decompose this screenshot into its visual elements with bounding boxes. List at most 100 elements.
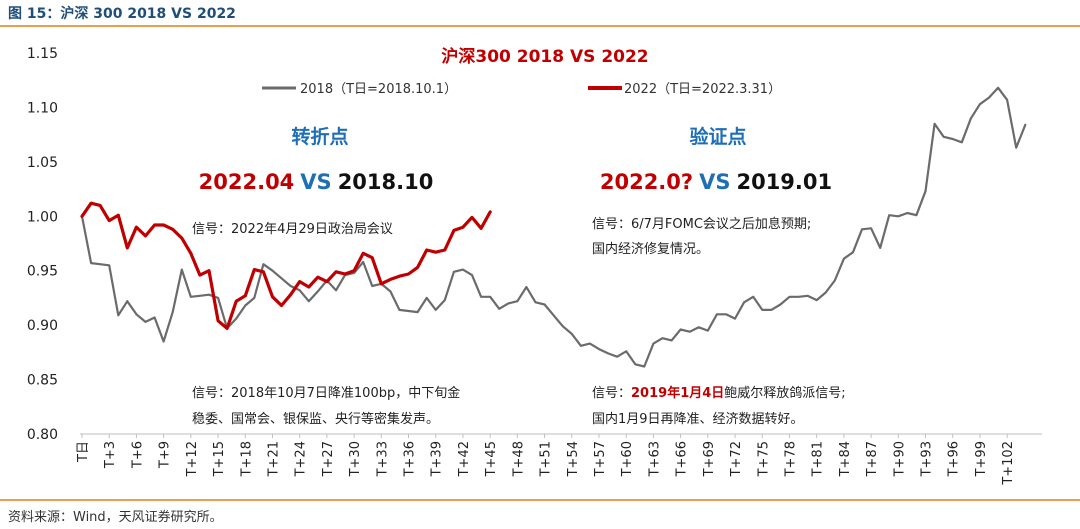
x-tick-label: T+27 <box>321 441 336 477</box>
data-point-2018 <box>825 291 827 294</box>
x-tick-label: T日 <box>76 441 91 463</box>
data-point-2018 <box>1006 99 1008 101</box>
x-tick-label: T+54 <box>566 441 581 477</box>
data-point-2018 <box>126 300 128 302</box>
data-point-2018 <box>117 314 119 316</box>
data-point-2018 <box>1015 147 1017 149</box>
data-point-2018 <box>489 296 491 298</box>
data-point-2022 <box>471 216 473 218</box>
data-point-2018 <box>1024 124 1026 126</box>
data-point-2022 <box>154 224 156 226</box>
data-point-2018 <box>108 264 110 266</box>
data-point-2022 <box>117 214 119 216</box>
data-point-2022 <box>344 273 346 275</box>
data-point-2022 <box>480 227 482 229</box>
data-point-2018 <box>934 123 936 125</box>
y-tick-label: 1.00 <box>27 209 58 225</box>
data-point-2018 <box>680 328 682 331</box>
data-point-2022 <box>217 320 219 322</box>
x-tick-label: T+99 <box>974 441 989 477</box>
data-point-2018 <box>426 297 428 299</box>
data-point-2022 <box>262 271 264 273</box>
data-point-2018 <box>444 299 446 301</box>
data-point-2018 <box>970 117 972 119</box>
data-point-2018 <box>317 290 319 292</box>
right-compare-vs: VS <box>699 170 730 194</box>
data-point-2022 <box>308 286 310 288</box>
data-point-2018 <box>453 271 455 273</box>
left-signal: 信号：2022年4月29日政治局会议 <box>192 222 393 237</box>
data-point-2018 <box>199 295 201 297</box>
data-point-2022 <box>235 300 237 302</box>
data-point-2018 <box>852 251 854 253</box>
data-point-2018 <box>498 308 500 310</box>
x-tick-label: T+12 <box>185 441 200 477</box>
data-point-2018 <box>643 365 645 368</box>
right-bottom-suffix: 鲍威尔释放鸽派信号; <box>724 385 845 401</box>
data-point-2022 <box>353 270 355 272</box>
right-compare: 2022.0? VS 2019.01 <box>600 170 832 194</box>
data-point-2022 <box>181 237 183 239</box>
data-point-2018 <box>707 330 709 332</box>
legend-label-2018: 2018（T日=2018.10.1） <box>300 82 457 97</box>
y-tick-label: 1.05 <box>27 155 58 171</box>
data-point-2022 <box>371 257 373 259</box>
data-point-2018 <box>163 340 165 343</box>
data-point-2018 <box>335 289 337 291</box>
right-signal-line1: 信号：6/7月FOMC会议之后加息预期; <box>592 216 811 232</box>
x-tick-label: T+66 <box>675 441 690 477</box>
data-point-2018 <box>988 97 990 99</box>
data-point-2018 <box>244 304 246 307</box>
right-compare-b: 2019.01 <box>736 170 832 194</box>
data-point-2018 <box>997 87 999 89</box>
data-point-2022 <box>362 252 364 254</box>
data-point-2022 <box>163 224 165 226</box>
x-tick-label: T+87 <box>865 441 880 477</box>
x-tick-label: T+81 <box>811 441 826 477</box>
data-point-2018 <box>135 313 137 315</box>
data-point-2018 <box>154 316 156 319</box>
x-tick-label: T+3 <box>103 441 118 469</box>
data-point-2018 <box>262 263 264 265</box>
x-tick-label: T+33 <box>375 441 390 477</box>
data-point-2018 <box>308 300 310 302</box>
data-point-2018 <box>616 356 618 358</box>
data-point-2018 <box>389 290 391 292</box>
data-point-2022 <box>190 252 192 254</box>
data-point-2022 <box>126 247 128 249</box>
data-point-2018 <box>952 138 954 140</box>
data-point-2022 <box>244 295 246 297</box>
data-point-2018 <box>816 299 818 301</box>
data-point-2018 <box>770 309 772 311</box>
x-tick-label: T+42 <box>457 441 472 477</box>
data-point-2022 <box>407 273 410 275</box>
data-point-2018 <box>861 228 863 230</box>
data-point-2022 <box>453 229 455 231</box>
left-compare-b: 2018.10 <box>338 170 434 194</box>
x-tick-label: T+57 <box>593 441 608 477</box>
data-point-2018 <box>144 321 147 323</box>
data-point-2018 <box>353 272 355 274</box>
data-point-2018 <box>235 318 237 320</box>
data-point-2018 <box>507 302 509 304</box>
series-layer <box>80 86 1027 368</box>
data-point-2018 <box>371 285 373 287</box>
data-point-2018 <box>943 136 945 138</box>
data-point-2018 <box>834 279 836 282</box>
data-point-2018 <box>634 363 636 365</box>
legend: 2018（T日=2018.10.1） 2022（T日=2022.3.31） <box>262 82 781 97</box>
x-tick-label: T+48 <box>511 441 526 477</box>
data-point-2018 <box>398 309 400 311</box>
data-point-2018 <box>417 311 419 313</box>
data-point-2022 <box>326 281 328 283</box>
data-point-2018 <box>607 352 609 354</box>
data-point-2018 <box>915 214 918 216</box>
data-point-2018 <box>879 247 881 249</box>
data-point-2018 <box>544 303 546 306</box>
data-point-2022 <box>444 249 446 251</box>
data-point-2018 <box>471 274 473 276</box>
figure-title: 图 15：沪深 300 2018 VS 2022 <box>8 6 236 22</box>
data-point-2018 <box>480 296 482 298</box>
data-point-2022 <box>290 294 292 296</box>
